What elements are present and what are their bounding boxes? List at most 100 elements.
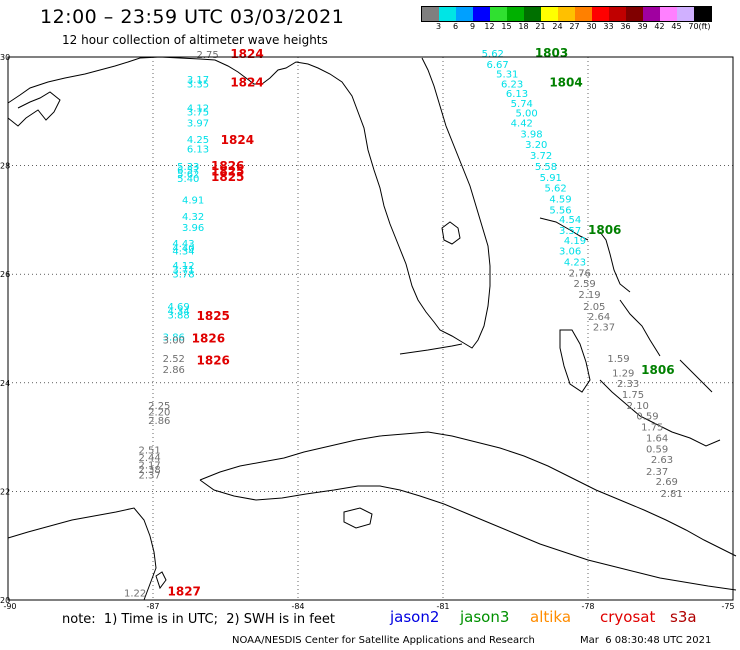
wave-height-label: 2.10 [627,401,649,412]
wave-height-label: 3.75 [187,108,209,119]
color-swatch [558,7,575,21]
wave-height-label: 3.57 [559,226,581,237]
map-frame [7,56,734,601]
yucatan [7,507,157,601]
color-swatch [422,7,439,21]
pass-time-label: 1803 [535,46,568,60]
wave-height-label: 2.44 [139,453,161,464]
wave-height-label: 2.33 [617,379,639,390]
pass-time-label: 1825 [197,309,230,323]
color-scale-bar [421,6,712,22]
lat-tick-label: 28 [0,162,10,171]
color-scale-label: 70 [688,22,699,31]
wave-height-label: 2.38 [139,465,161,476]
wave-height-label: 4.23 [564,258,586,269]
pass-time-label: 1806 [641,363,674,377]
wave-height-label: 4.59 [549,195,571,206]
wave-height-label: 4.12 [172,261,194,272]
wave-height-label: 0.59 [636,412,658,423]
color-scale-label: 36 [620,22,631,31]
wave-height-label: 6.23 [501,79,523,90]
wave-height-label: 4.42 [511,119,533,130]
color-swatch [609,7,626,21]
wave-height-label: 2.17 [139,461,161,472]
wave-height-label: 3.06 [559,247,581,258]
wave-height-label: 3.88 [168,311,190,322]
satellite-legend-item: altika [530,608,572,626]
wave-height-label: 5.58 [535,162,557,173]
wave-height-label: 5.74 [511,99,533,110]
wave-height-label: 5.40 [177,174,199,185]
wave-height-label: 5.62 [545,184,567,195]
wave-height-label: 6.57 [177,166,199,177]
cuba-south [199,479,737,591]
wave-height-label: 4.25 [187,135,209,146]
color-scale-label: 21 [535,22,546,31]
wave-height-label: 2.63 [651,455,673,466]
color-scale-label: 33 [603,22,614,31]
lat-tick-label: 20 [0,596,10,605]
credit-line: NOAA/NESDIS Center for Satellite Applica… [232,635,535,646]
satellite-legend-item: jason2 [390,608,440,626]
pass-time-label: 1827 [168,585,201,599]
color-swatch [456,7,473,21]
color-swatch [592,7,609,21]
wave-height-label: 2.52 [163,354,185,365]
axis-tick-labels: -90 -87 -84 -81 -78 -75 30 28 26 24 22 20 [0,53,735,611]
wave-height-label: 2.20 [148,407,170,418]
andros [559,329,591,393]
color-swatch [439,7,456,21]
color-scale-label: 45 [671,22,682,31]
color-scale-label: 3 [435,22,442,31]
pass-time-label: 1824 [230,47,263,61]
wave-height-label: 5.31 [496,70,518,81]
wave-height-label: 4.34 [168,306,190,317]
color-scale-label: 24 [552,22,563,31]
cozumel [155,571,167,590]
color-swatch [677,7,694,21]
lat-tick-label: 22 [0,487,10,496]
wave-height-label: 2.37 [646,467,668,478]
wave-height-label: 2.05 [583,302,605,313]
wave-height-label: 3.72 [530,151,552,162]
wave-height-label: 2.86 [163,365,185,376]
pass-time-label: 1826 [197,353,230,367]
wave-height-label: 0.59 [646,444,668,455]
wave-height-label: 3.98 [520,129,542,140]
wave-height-label: 5.33 [177,162,199,173]
color-swatch [643,7,660,21]
color-swatch [524,7,541,21]
color-scale-label: 27 [569,22,580,31]
color-scale-label: 39 [637,22,648,31]
color-scale-label: 18 [518,22,529,31]
color-scale-label: 9 [469,22,476,31]
wave-height-label: 2.37 [593,323,615,334]
color-scale-unit: (ft) [698,22,711,31]
lon-tick-label: -78 [581,602,594,611]
wave-height-label: 2.25 [148,401,170,412]
coastline-gulf-north [7,56,491,349]
color-swatch [541,7,558,21]
color-swatch [575,7,592,21]
lon-tick-label: -75 [721,602,734,611]
wave-height-label: 4.34 [172,247,194,258]
wave-height-label: 1.59 [607,354,629,365]
eleuthera [619,299,661,357]
wave-height-label: 1.29 [612,368,634,379]
exuma [599,379,721,447]
cat-island [679,359,713,393]
abaco [599,231,631,293]
pass-time-label: 1806 [588,223,621,237]
wave-height-label: 4.43 [172,239,194,250]
wave-height-label: 1.64 [646,433,668,444]
wave-height-label: 6.13 [187,145,209,156]
color-swatch [694,7,711,21]
lake-okeechobee [441,221,461,245]
satellite-legend-item: cryosat [600,608,656,626]
wave-height-label: 5.62 [482,49,504,60]
color-swatch [507,7,524,21]
wave-height-label: 4.69 [168,302,190,313]
map-title: 12:00 – 23:59 UTC 03/03/2021 [40,6,345,28]
wave-height-label: 3.20 [525,140,547,151]
